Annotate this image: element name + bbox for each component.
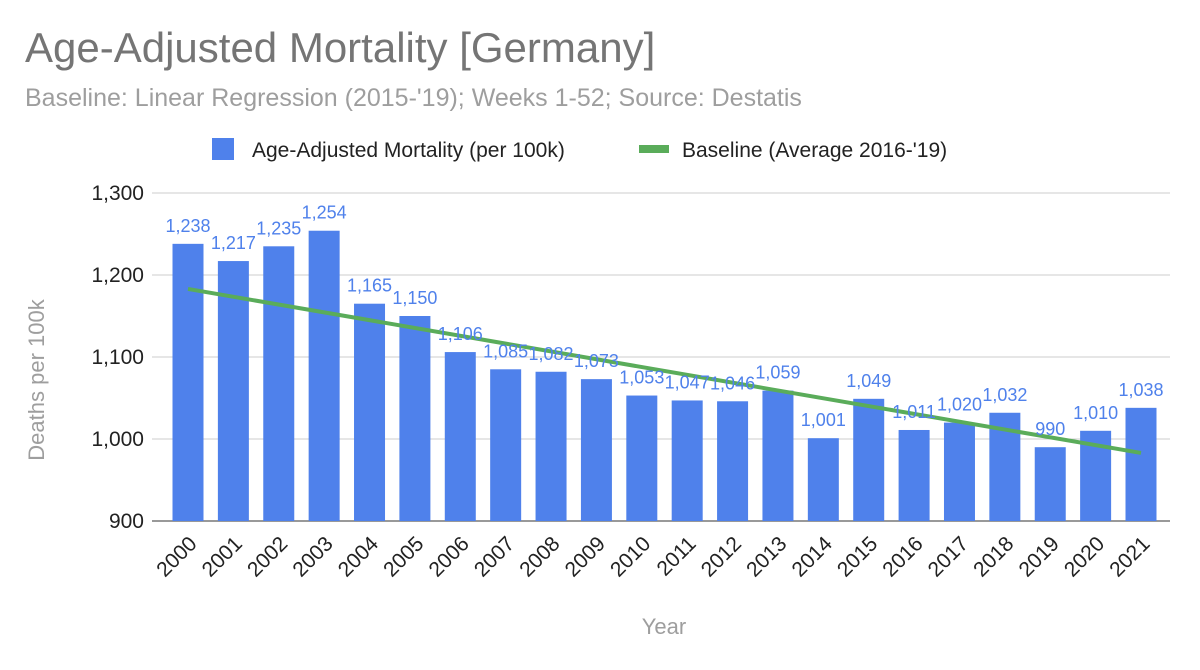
- bar: [354, 303, 386, 521]
- data-label: 1,010: [1073, 403, 1118, 423]
- x-tick-label: 2014: [788, 532, 838, 582]
- baseline-line: [187, 286, 1142, 455]
- bar: [444, 352, 476, 521]
- bar: [626, 395, 658, 521]
- data-label: 1,082: [529, 344, 574, 364]
- x-tick-label: 2020: [1060, 532, 1109, 581]
- bar: [717, 401, 749, 521]
- y-tick-label: 1,300: [91, 182, 144, 205]
- x-tick-label: 2017: [924, 532, 973, 581]
- x-tick-label: 2007: [470, 532, 519, 581]
- bar: [1034, 447, 1066, 521]
- bar: [1125, 407, 1157, 521]
- bar: [217, 261, 249, 521]
- legend-swatch-baseline: [639, 145, 669, 153]
- y-tick-label: 1,100: [91, 346, 144, 369]
- data-label: 1,059: [755, 363, 800, 383]
- data-label: 1,238: [165, 216, 210, 236]
- chart-title: Age-Adjusted Mortality [Germany]: [25, 24, 656, 71]
- data-label: 1,049: [846, 371, 891, 391]
- x-tick-label: 2009: [561, 532, 610, 581]
- bar: [308, 230, 340, 521]
- data-label: 1,217: [211, 233, 256, 253]
- data-label: 1,053: [619, 368, 664, 388]
- x-tick-label: 2002: [243, 532, 292, 581]
- bar: [172, 243, 204, 521]
- bar: [762, 390, 794, 521]
- x-tick-label: 2011: [653, 532, 701, 580]
- x-tick-label: 2006: [425, 532, 474, 581]
- legend: Age-Adjusted Mortality (per 100k) Baseli…: [212, 138, 947, 162]
- data-label: 1,047: [665, 372, 710, 392]
- data-label: 1,106: [438, 324, 483, 344]
- y-axis-ticks: 900 1,000 1,100 1,200 1,300: [91, 182, 144, 533]
- x-tick-label: 2019: [1014, 532, 1063, 581]
- data-label: 990: [1035, 419, 1065, 439]
- x-axis-ticks: 2000200120022003200420052006200720082009…: [152, 532, 1154, 582]
- data-label: 1,001: [801, 410, 846, 430]
- bar: [853, 398, 885, 521]
- bar: [263, 246, 295, 522]
- data-label: 1,235: [256, 218, 301, 238]
- x-tick-label: 2010: [606, 532, 655, 581]
- x-tick-label: 2003: [288, 532, 337, 581]
- data-label: 1,011: [892, 402, 936, 422]
- y-tick-label: 1,000: [91, 428, 144, 451]
- legend-swatch-mortality: [212, 138, 234, 160]
- data-label: 1,020: [937, 395, 982, 415]
- y-axis-title: Deaths per 100k: [24, 298, 49, 460]
- data-label: 1,165: [347, 276, 392, 296]
- bar: [943, 422, 975, 521]
- y-tick-label: 900: [109, 510, 144, 533]
- x-tick-label: 2000: [152, 532, 201, 581]
- baseline-line-group: [187, 286, 1142, 455]
- chart-subtitle: Baseline: Linear Regression (2015-'19); …: [25, 84, 802, 112]
- x-tick-label: 2016: [878, 532, 927, 581]
- data-label: 1,073: [574, 351, 619, 371]
- y-tick-label: 1,200: [91, 264, 144, 287]
- data-label: 1,150: [392, 288, 437, 308]
- x-tick-label: 2005: [379, 532, 428, 581]
- x-tick-label: 2013: [742, 532, 791, 581]
- data-label: 1,038: [1118, 380, 1163, 400]
- x-tick-label: 2001: [198, 532, 247, 581]
- data-label: 1,085: [483, 341, 528, 361]
- x-tick-label: 2018: [969, 532, 1018, 581]
- bar: [399, 316, 431, 521]
- x-tick-label: 2021: [1105, 532, 1154, 581]
- x-tick-label: 2008: [515, 532, 564, 581]
- bar: [580, 379, 612, 521]
- bar: [807, 438, 839, 521]
- bar: [490, 369, 522, 521]
- legend-label-mortality: Age-Adjusted Mortality (per 100k): [252, 139, 565, 162]
- x-tick-label: 2004: [334, 532, 384, 582]
- data-label: 1,032: [982, 385, 1027, 405]
- bar: [535, 371, 567, 521]
- x-tick-label: 2015: [833, 532, 882, 581]
- x-axis-title: Year: [642, 614, 686, 639]
- legend-label-baseline: Baseline (Average 2016-'19): [682, 139, 947, 162]
- data-label: 1,046: [710, 373, 755, 393]
- data-label: 1,254: [302, 203, 347, 223]
- x-tick-label: 2012: [697, 532, 746, 581]
- bars: [172, 230, 1157, 522]
- bar: [898, 429, 930, 521]
- bar: [671, 400, 703, 521]
